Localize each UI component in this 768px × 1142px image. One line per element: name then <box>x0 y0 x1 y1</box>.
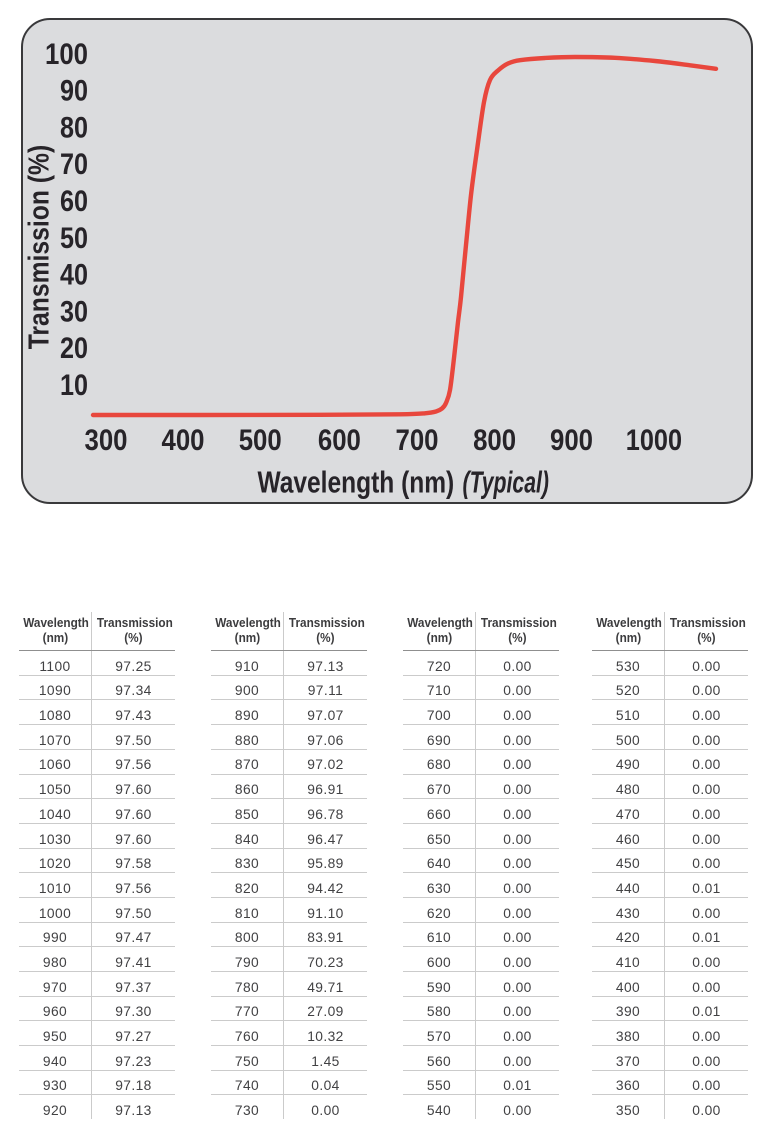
svg-text:20: 20 <box>60 332 88 365</box>
svg-text:30: 30 <box>60 295 88 328</box>
svg-text:Wavelength (nm): Wavelength (nm) <box>258 464 455 499</box>
svg-text:Transmission (%): Transmission (%) <box>23 145 55 350</box>
svg-text:90: 90 <box>60 75 88 108</box>
svg-text:1000: 1000 <box>626 424 682 457</box>
svg-text:700: 700 <box>396 424 439 457</box>
svg-text:100: 100 <box>45 38 88 71</box>
svg-text:800: 800 <box>473 424 516 457</box>
svg-text:300: 300 <box>85 424 128 457</box>
svg-text:50: 50 <box>60 222 88 255</box>
svg-text:(Typical): (Typical) <box>463 464 550 499</box>
svg-text:80: 80 <box>60 111 88 144</box>
svg-text:40: 40 <box>60 259 88 292</box>
svg-text:10: 10 <box>60 369 88 402</box>
svg-text:60: 60 <box>60 185 88 218</box>
svg-text:400: 400 <box>162 424 205 457</box>
svg-text:600: 600 <box>318 424 361 457</box>
svg-text:70: 70 <box>60 148 88 181</box>
svg-text:500: 500 <box>239 424 282 457</box>
svg-text:900: 900 <box>550 424 593 457</box>
